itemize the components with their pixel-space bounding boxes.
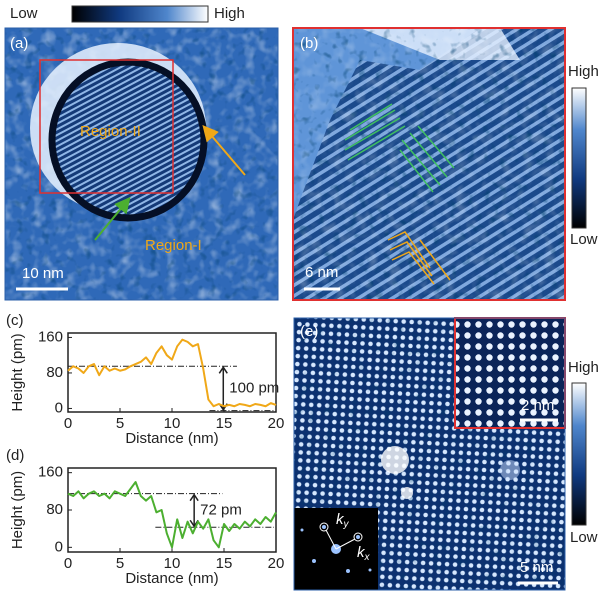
scale-bar-label: 6 nm [305,264,338,281]
colorbar-high: High [568,63,599,80]
panel-label: (d) [6,447,24,464]
colorbar [72,6,208,22]
y-tick-label: 0 [55,538,63,555]
plot-frame [68,468,276,552]
colorbar-high: High [214,5,245,22]
x-tick-label: 5 [116,415,124,432]
plot-frame [68,333,276,412]
x-tick-label: 20 [268,415,285,432]
x-tick-label: 5 [116,555,124,572]
colorbar-low: Low [570,529,598,546]
scale-bar-label: 2 nm [521,397,554,414]
scale-bar-label: 10 nm [22,265,64,282]
x-axis-label: Distance (nm) [125,570,218,587]
stm-image-b [293,28,565,300]
panel-label: (b) [300,35,318,52]
y-axis-label: Height (pm) [9,471,26,549]
x-tick-label: 0 [64,555,72,572]
panel-label: (c) [6,312,24,329]
panel-label: (a) [10,35,28,52]
colorbar-low: Low [570,231,598,248]
x-axis-label: Distance (nm) [125,430,218,447]
y-tick-label: 0 [55,399,63,416]
y-axis-label: Height (pm) [9,333,26,411]
scale-bar-label: 5 nm [520,559,553,576]
fft-sub: x [364,552,371,563]
figure: Low High (a) Region-II Region-I 10 nm (b… [0,0,610,600]
stm-image-a [5,28,278,300]
y-tick-label: 160 [38,328,63,345]
colorbar [572,383,586,525]
data-line [68,482,276,547]
region-label: Region-II [80,123,141,140]
fft-sub: y [343,519,350,530]
y-tick-label: 80 [46,364,63,381]
colorbar-low: Low [10,5,38,22]
y-tick-label: 80 [46,501,63,518]
step-label: 72 pm [200,501,242,518]
x-tick-label: 20 [268,555,285,572]
x-tick-label: 0 [64,415,72,432]
panel-label: (e) [300,323,318,340]
colorbar-high: High [568,359,599,376]
region-label: Region-I [145,237,202,254]
y-tick-label: 160 [38,464,63,481]
colorbar [572,88,586,228]
step-label: 100 pm [229,379,279,396]
